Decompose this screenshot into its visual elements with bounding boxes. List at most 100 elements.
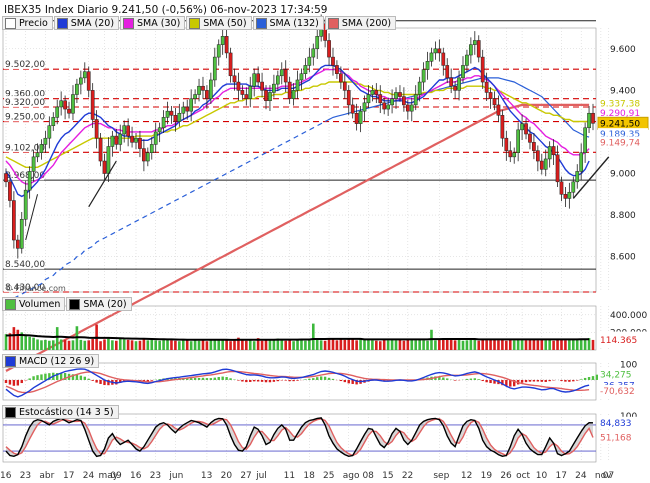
last-value-label: 84,833 xyxy=(600,419,632,429)
x-tick-label: 16 xyxy=(0,471,12,481)
candle-down xyxy=(114,135,119,145)
volume-bar xyxy=(485,340,488,350)
volume-bar xyxy=(48,340,51,350)
volume-bar xyxy=(512,340,516,350)
candle-down xyxy=(173,115,178,122)
candle-up xyxy=(177,112,182,122)
volume-bar xyxy=(126,339,130,350)
macd-histogram-bar xyxy=(44,373,47,380)
volume-bar xyxy=(170,340,173,350)
macd-histogram-bar xyxy=(103,379,106,386)
legend-label: SMA (132) xyxy=(269,17,319,29)
candle-up xyxy=(268,92,272,102)
volume-bar xyxy=(4,334,8,350)
candle-up xyxy=(520,123,524,131)
macd-histogram-bar xyxy=(95,379,98,383)
candle-up xyxy=(212,56,217,81)
price-legend-item: Precio xyxy=(2,16,53,30)
macd-histogram-bar xyxy=(225,377,228,380)
macd-histogram-bar xyxy=(469,378,473,380)
candle-down xyxy=(563,194,568,199)
candle-up xyxy=(27,171,32,191)
macd-histogram-bar xyxy=(355,379,358,385)
volume-bar xyxy=(386,340,390,350)
candle-up xyxy=(472,40,477,45)
macd-histogram-bar xyxy=(36,375,39,380)
macd-histogram-bar xyxy=(272,379,276,382)
candle-up xyxy=(543,158,548,170)
volume-bar xyxy=(449,339,453,350)
legend-swatch xyxy=(123,17,135,29)
candle-up xyxy=(59,100,64,108)
trend-line xyxy=(572,156,610,199)
volume-bar xyxy=(505,340,508,350)
volume-bar xyxy=(552,340,555,350)
volume-bar xyxy=(390,338,394,350)
candle-up xyxy=(461,65,465,79)
volume-bar xyxy=(63,339,67,350)
macd-histogram-bar xyxy=(579,379,583,380)
volume-bar xyxy=(12,327,16,350)
watermark: © Finance.com xyxy=(5,284,66,293)
volume-bar xyxy=(91,339,94,350)
macd-histogram-bar xyxy=(186,377,189,380)
volume-bar xyxy=(359,339,362,350)
candle-up xyxy=(516,129,520,153)
x-tick-label: 17 xyxy=(63,471,74,481)
sma132-line-dashed xyxy=(5,120,326,303)
volume-bar xyxy=(221,339,224,350)
macd-histogram-bar xyxy=(146,379,150,382)
volume-bar xyxy=(115,340,118,350)
macd-legend: MACD (12 26 9) xyxy=(2,354,100,368)
macd-histogram-bar xyxy=(48,373,51,380)
macd-histogram-bar xyxy=(548,379,551,382)
legend-label: Volumen xyxy=(19,298,61,310)
volume-bar xyxy=(516,338,520,350)
volume-bar xyxy=(315,339,319,350)
macd-histogram-bar xyxy=(327,377,331,380)
last-value-bg xyxy=(598,136,648,149)
legend-swatch xyxy=(5,355,16,367)
volume-bar xyxy=(87,340,91,350)
macd-histogram-bar xyxy=(323,376,327,380)
macd-histogram-bar xyxy=(119,379,122,383)
candle-up xyxy=(39,144,44,153)
last-value-label: 9.149,74 xyxy=(600,138,640,148)
candle-up xyxy=(145,152,150,162)
volume-y-tick-label: 400.000 xyxy=(610,311,647,321)
volume-bar xyxy=(158,340,161,350)
volume-bar xyxy=(83,340,87,350)
volume-bar xyxy=(142,339,146,350)
candle-down xyxy=(232,75,237,83)
macd-histogram-bar xyxy=(331,378,335,380)
macd-histogram-bar xyxy=(150,379,153,381)
macd-legend-item: MACD (12 26 9) xyxy=(2,354,100,368)
volume-bar xyxy=(174,340,177,350)
volume-bar xyxy=(398,339,402,350)
volume-bar xyxy=(260,340,264,350)
volume-bar xyxy=(201,340,205,350)
legend-label: Estocástico (14 3 5) xyxy=(19,406,114,418)
volume-bar xyxy=(107,338,110,350)
macd-histogram-bar xyxy=(481,379,484,382)
volume-bar xyxy=(20,332,24,350)
macd-histogram-bar xyxy=(595,374,599,380)
level-label-bg xyxy=(4,141,44,153)
volume-bar xyxy=(414,340,418,350)
volume-bar xyxy=(477,340,481,350)
volume-bar xyxy=(241,339,244,350)
last-value-label: 9.189,35 xyxy=(600,130,640,140)
macd-histogram-bar xyxy=(229,378,232,380)
candle-up xyxy=(71,94,75,114)
price-y-tick-label: 9.600 xyxy=(610,45,636,55)
macd-histogram-bar xyxy=(513,379,516,387)
macd-histogram-bar xyxy=(532,379,536,382)
candle-up xyxy=(275,75,280,85)
macd-histogram-bar xyxy=(241,379,244,382)
candle-up xyxy=(248,85,253,99)
candle-down xyxy=(559,181,564,195)
candle-up xyxy=(55,106,60,118)
candle-up xyxy=(79,77,83,85)
volume-bar xyxy=(122,339,126,350)
candle-up xyxy=(272,83,276,93)
